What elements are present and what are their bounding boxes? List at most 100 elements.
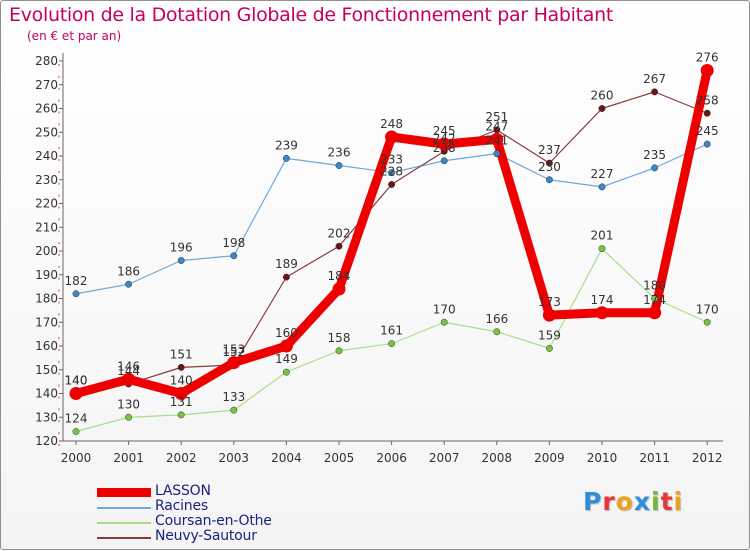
data-label-coursan-en-othe: 159 (538, 328, 561, 342)
data-label-coursan-en-othe: 161 (380, 324, 403, 338)
data-point-lasson (595, 306, 609, 320)
data-point-racines (545, 176, 553, 184)
data-point-racines (440, 157, 448, 165)
x-axis-ticks: 2000 2001 2002 2003 2004 2005 2006 2007 2008 2009… (61, 441, 722, 465)
data-label-lasson: 140 (65, 374, 88, 388)
data-label-lasson: 153 (222, 343, 245, 357)
data-label-racines: 235 (643, 148, 666, 162)
data-point-lasson (332, 282, 346, 296)
data-label-coursan-en-othe: 124 (65, 412, 88, 426)
data-point-racines (493, 150, 501, 158)
data-label-racines: 241 (485, 134, 508, 148)
data-label-racines: 198 (222, 236, 245, 250)
y-tick-label: 150 (35, 363, 58, 377)
data-point-racines (72, 290, 80, 298)
y-tick-label: 260 (35, 102, 58, 116)
data-point-coursan-en-othe (125, 413, 133, 421)
data-label-neuvy-sautour: 258 (696, 93, 719, 107)
data-point-lasson (437, 137, 451, 151)
y-tick-label: 250 (35, 125, 58, 139)
data-point-neuvy-sautour (388, 181, 396, 188)
legend-label-racines: Racines (155, 498, 208, 514)
legend-swatch-racines (97, 507, 151, 509)
data-label-lasson: 247 (485, 119, 508, 133)
logo-letter: P (583, 487, 603, 516)
logo-letter: i (673, 487, 684, 516)
logo-letter: r (602, 487, 616, 516)
x-tick-label: 2010 (587, 451, 618, 465)
data-point-racines (703, 140, 711, 148)
data-point-neuvy-sautour (651, 88, 659, 96)
y-tick-label: 210 (35, 220, 58, 234)
data-label-coursan-en-othe: 158 (328, 331, 351, 345)
data-point-lasson (385, 130, 399, 144)
y-tick-label: 170 (35, 315, 58, 329)
data-label-racines: 230 (538, 160, 561, 174)
data-label-lasson: 276 (696, 51, 719, 65)
data-label-coursan-en-othe: 131 (170, 395, 193, 409)
data-label-racines: 239 (275, 138, 298, 152)
data-label-racines: 186 (117, 264, 140, 278)
data-point-coursan-en-othe (493, 328, 501, 336)
chart-title: Evolution de la Dotation Globale de Fonc… (9, 4, 614, 26)
data-point-lasson (542, 308, 556, 322)
data-point-coursan-en-othe (388, 340, 396, 348)
data-label-neuvy-sautour: 151 (170, 347, 193, 361)
series-points (69, 64, 714, 435)
data-label-neuvy-sautour: 140 (65, 374, 88, 388)
data-point-lasson (69, 387, 83, 400)
data-label-lasson: 146 (117, 359, 140, 373)
logo-letter: x (633, 487, 651, 516)
data-point-lasson (490, 132, 504, 146)
data-point-lasson (174, 387, 188, 400)
y-tick-label: 240 (35, 149, 58, 163)
data-point-racines (230, 252, 238, 260)
x-tick-label: 2003 (219, 451, 250, 465)
data-point-lasson (279, 339, 293, 353)
data-label-racines: 227 (591, 167, 614, 181)
y-axis-ticks: 120 130 140 150 160 170 180 190 200 210 220 230 240 2… (35, 54, 63, 448)
data-label-coursan-en-othe: 149 (275, 352, 298, 366)
y-tick-label: 130 (35, 410, 58, 424)
data-label-racines: 182 (65, 274, 88, 288)
data-label-neuvy-sautour: 237 (538, 143, 561, 157)
data-label-coursan-en-othe: 170 (696, 302, 719, 316)
data-label-neuvy-sautour: 144 (117, 364, 140, 378)
y-tick-label: 180 (35, 292, 58, 306)
y-tick-label: 160 (35, 339, 58, 353)
data-point-coursan-en-othe (72, 428, 80, 435)
x-tick-label: 2002 (166, 451, 197, 465)
y-tick-label: 190 (35, 268, 58, 282)
data-point-coursan-en-othe (440, 318, 448, 326)
x-tick-label: 2005 (324, 451, 355, 465)
data-point-lasson (700, 64, 714, 77)
data-label-neuvy-sautour: 152 (222, 345, 245, 359)
x-tick-label: 2009 (534, 451, 565, 465)
data-point-racines (335, 162, 343, 169)
legend-swatch-lasson (97, 488, 151, 497)
data-point-coursan-en-othe (335, 347, 343, 355)
data-label-coursan-en-othe: 130 (117, 397, 140, 411)
legend-label-neuvy-sautour: Neuvy-Sautour (155, 528, 257, 544)
data-point-lasson (122, 372, 136, 386)
x-tick-label: 2007 (429, 451, 460, 465)
data-point-coursan-en-othe (651, 295, 659, 302)
data-label-racines: 238 (433, 141, 456, 155)
data-labels: 140 146 140 153 160 184 248 245 247 173 174 174 276 1… (65, 51, 719, 426)
proxiti-logo: Proxiti (583, 487, 683, 516)
data-point-racines (651, 164, 659, 172)
data-label-racines: 245 (696, 124, 719, 138)
data-label-neuvy-sautour: 228 (380, 165, 403, 179)
data-point-neuvy-sautour (703, 109, 711, 117)
data-point-lasson (227, 356, 241, 370)
data-label-coursan-en-othe: 201 (591, 229, 614, 243)
chart-subtitle: (en € et par an) (27, 29, 122, 43)
data-label-coursan-en-othe: 170 (433, 302, 456, 316)
data-point-coursan-en-othe (230, 406, 238, 414)
data-label-racines: 236 (328, 146, 351, 160)
data-label-neuvy-sautour: 189 (275, 257, 298, 271)
data-label-neuvy-sautour: 251 (485, 110, 508, 124)
legend-label-lasson: LASSON (155, 483, 211, 499)
y-tick-label: 120 (35, 434, 58, 448)
